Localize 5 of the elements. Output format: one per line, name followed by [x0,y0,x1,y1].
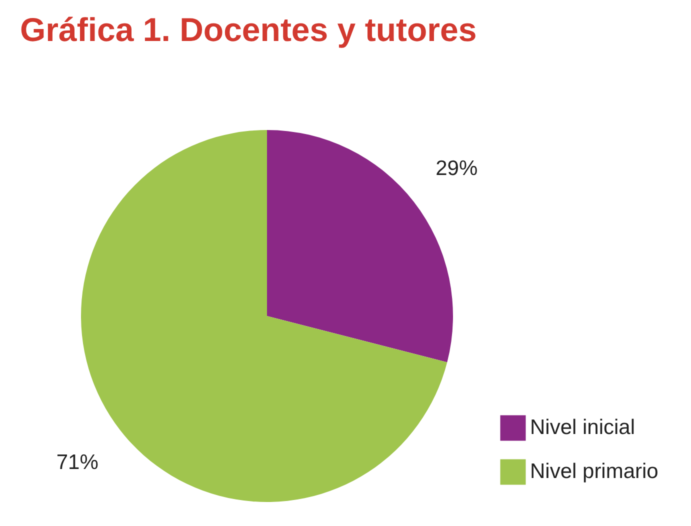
legend-label: Nivel primario [530,460,658,483]
chart-title: Gráfica 1. Docentes y tutores [20,11,477,48]
data-label: 29% [436,156,478,180]
data-label: 71% [56,451,98,474]
legend-label: Nivel inicial [530,416,636,439]
